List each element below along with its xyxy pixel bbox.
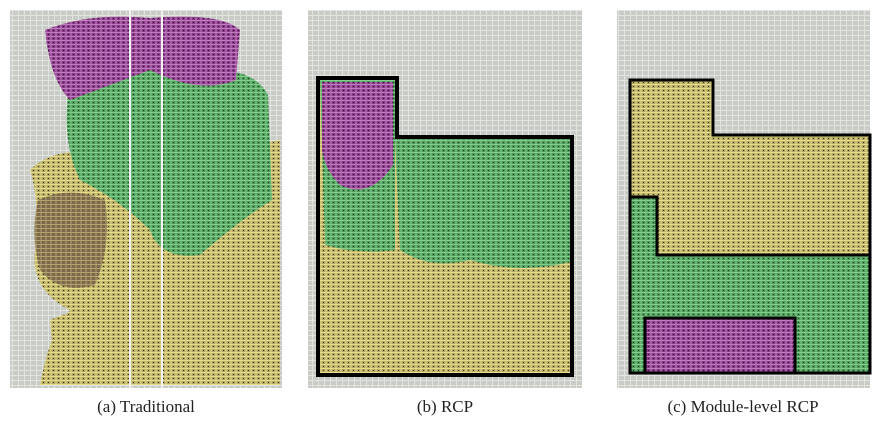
olive-region <box>50 313 110 373</box>
panel-c: (c) Module-level RCP <box>617 10 870 416</box>
caption: (b) RCP <box>417 397 473 416</box>
panel-b: (b) RCP <box>308 10 582 416</box>
panel-a: (a) Traditional <box>10 10 282 416</box>
purple-region <box>645 318 795 373</box>
figure: (a) Traditional (b) RCP (c) Module-level… <box>0 0 878 421</box>
green-region <box>395 139 570 268</box>
brown-region <box>34 193 107 288</box>
purple-region <box>322 82 393 190</box>
caption: (a) Traditional <box>97 397 195 416</box>
caption: (c) Module-level RCP <box>667 397 818 416</box>
